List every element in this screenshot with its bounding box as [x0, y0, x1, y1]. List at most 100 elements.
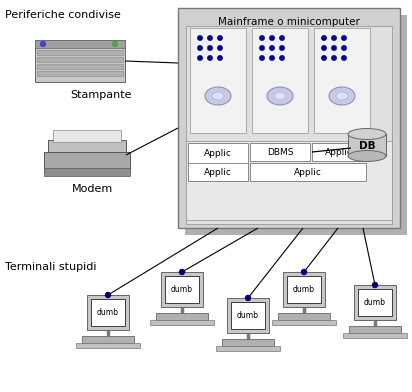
Circle shape [280, 56, 284, 60]
Text: Periferiche condivise: Periferiche condivise [5, 10, 121, 20]
Bar [165, 276, 199, 303]
Circle shape [218, 46, 222, 50]
Ellipse shape [348, 151, 386, 162]
Bar [35, 40, 125, 48]
Bar [186, 141, 392, 220]
Bar [252, 28, 308, 133]
Circle shape [260, 36, 264, 40]
Bar [91, 299, 125, 326]
Circle shape [198, 36, 202, 40]
Circle shape [372, 283, 377, 287]
Circle shape [342, 36, 346, 40]
Circle shape [260, 56, 264, 60]
Bar [53, 130, 121, 142]
Text: DB: DB [359, 141, 375, 151]
Bar [343, 333, 407, 338]
Bar [186, 26, 392, 224]
Text: Modem: Modem [72, 184, 113, 194]
Bar [37, 50, 123, 55]
Circle shape [198, 46, 202, 50]
Circle shape [302, 270, 307, 274]
Bar [312, 143, 366, 161]
Bar [48, 140, 126, 155]
Circle shape [280, 46, 284, 50]
Bar [37, 64, 123, 69]
Text: dumb: dumb [97, 308, 119, 317]
Text: DBMS: DBMS [267, 147, 293, 156]
Bar [161, 272, 203, 307]
Circle shape [208, 36, 212, 40]
Circle shape [332, 46, 336, 50]
Ellipse shape [205, 87, 231, 105]
Circle shape [208, 56, 212, 60]
Circle shape [270, 46, 274, 50]
Circle shape [260, 46, 264, 50]
Text: Applic: Applic [204, 149, 232, 158]
Bar [231, 302, 265, 329]
Text: Applic: Applic [204, 167, 232, 176]
Bar [188, 163, 248, 181]
Text: Terminali stupidi: Terminali stupidi [5, 262, 96, 272]
Circle shape [270, 36, 274, 40]
Bar [250, 163, 366, 181]
Circle shape [332, 36, 336, 40]
Circle shape [332, 56, 336, 60]
Bar [35, 40, 125, 82]
Bar [188, 143, 248, 181]
Text: dumb: dumb [293, 285, 315, 294]
Bar [287, 276, 321, 303]
Bar [314, 28, 370, 133]
Circle shape [40, 42, 45, 47]
Bar [216, 346, 280, 351]
Circle shape [342, 56, 346, 60]
Bar [44, 152, 130, 172]
Text: dumb: dumb [364, 298, 386, 307]
Text: Applic: Applic [294, 167, 322, 176]
Bar [87, 295, 129, 330]
Ellipse shape [348, 129, 386, 140]
Circle shape [105, 292, 110, 298]
Bar [150, 320, 214, 325]
Bar [358, 289, 392, 316]
Bar [227, 298, 269, 333]
Bar [348, 134, 386, 156]
Text: Stampante: Stampante [70, 90, 131, 100]
Circle shape [322, 56, 326, 60]
Circle shape [342, 46, 346, 50]
Bar [37, 71, 123, 76]
Bar [37, 57, 123, 62]
Circle shape [218, 56, 222, 60]
Circle shape [280, 36, 284, 40]
Bar [190, 28, 246, 133]
Circle shape [322, 36, 326, 40]
Ellipse shape [267, 87, 293, 105]
Bar [278, 313, 330, 320]
Bar [156, 313, 208, 320]
Bar [82, 336, 134, 343]
Bar [349, 326, 401, 333]
Text: dumb: dumb [171, 285, 193, 294]
Circle shape [246, 296, 250, 301]
Circle shape [218, 36, 222, 40]
Bar [185, 15, 407, 235]
Circle shape [112, 42, 117, 47]
Bar [76, 343, 140, 348]
Ellipse shape [274, 92, 286, 100]
Circle shape [180, 270, 185, 274]
Ellipse shape [336, 92, 348, 100]
Text: Applic: Applic [325, 147, 353, 156]
Bar [178, 8, 400, 228]
Bar [250, 143, 310, 161]
Text: dumb: dumb [237, 311, 259, 320]
Circle shape [322, 46, 326, 50]
Bar [283, 272, 325, 307]
Text: Mainframe o minicomputer: Mainframe o minicomputer [218, 17, 360, 27]
Circle shape [198, 56, 202, 60]
Circle shape [208, 46, 212, 50]
Bar [44, 168, 130, 176]
Bar [222, 339, 274, 346]
Ellipse shape [329, 87, 355, 105]
Bar [354, 285, 396, 320]
Ellipse shape [212, 92, 224, 100]
Bar [272, 320, 336, 325]
